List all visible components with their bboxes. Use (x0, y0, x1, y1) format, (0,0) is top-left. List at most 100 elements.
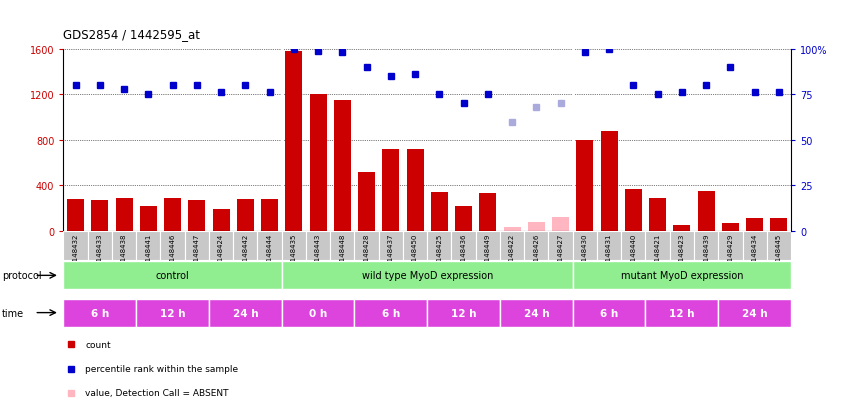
Bar (310, 95, 327, 231)
FancyBboxPatch shape (354, 299, 427, 327)
Bar (91, 201, 108, 231)
Bar (649, 198, 666, 231)
Bar (164, 198, 181, 231)
FancyBboxPatch shape (670, 231, 694, 260)
Text: value, Detection Call = ABSENT: value, Detection Call = ABSENT (85, 388, 228, 397)
Bar (601, 131, 618, 231)
FancyBboxPatch shape (282, 262, 573, 290)
Text: GSM148438: GSM148438 (121, 233, 127, 275)
Bar (382, 150, 399, 231)
Text: GSM148442: GSM148442 (242, 233, 249, 275)
FancyBboxPatch shape (427, 231, 452, 260)
Text: GSM148430: GSM148430 (582, 233, 588, 275)
FancyBboxPatch shape (548, 231, 573, 260)
FancyBboxPatch shape (403, 231, 427, 260)
FancyBboxPatch shape (718, 299, 791, 327)
Text: GSM148445: GSM148445 (776, 233, 782, 275)
Text: GSM148437: GSM148437 (387, 233, 394, 275)
Text: GSM148428: GSM148428 (364, 233, 370, 275)
Bar (116, 198, 133, 231)
FancyBboxPatch shape (330, 231, 354, 260)
Text: GSM148429: GSM148429 (728, 233, 733, 275)
Text: 0 h: 0 h (309, 308, 327, 318)
Bar (212, 210, 229, 231)
FancyBboxPatch shape (452, 231, 475, 260)
FancyBboxPatch shape (161, 231, 184, 260)
Text: 12 h: 12 h (451, 308, 476, 318)
Text: 6 h: 6 h (91, 308, 109, 318)
FancyBboxPatch shape (306, 231, 330, 260)
Bar (431, 192, 448, 231)
FancyBboxPatch shape (136, 231, 161, 260)
FancyBboxPatch shape (136, 299, 209, 327)
Text: 12 h: 12 h (669, 308, 695, 318)
Bar (576, 140, 593, 231)
FancyBboxPatch shape (282, 299, 354, 327)
FancyBboxPatch shape (500, 231, 525, 260)
Text: GSM148426: GSM148426 (533, 233, 540, 275)
Text: GSM148447: GSM148447 (194, 233, 200, 275)
FancyBboxPatch shape (63, 299, 136, 327)
Bar (746, 219, 763, 231)
FancyBboxPatch shape (63, 262, 282, 290)
FancyBboxPatch shape (88, 231, 112, 260)
FancyBboxPatch shape (233, 231, 257, 260)
Bar (625, 189, 642, 231)
Bar (261, 199, 278, 231)
Text: GSM148440: GSM148440 (630, 233, 636, 275)
Text: GSM148450: GSM148450 (412, 233, 418, 275)
Text: GSM148423: GSM148423 (678, 233, 685, 275)
Text: protocol: protocol (2, 271, 41, 281)
FancyBboxPatch shape (209, 231, 233, 260)
Text: 12 h: 12 h (160, 308, 185, 318)
Text: GSM148422: GSM148422 (509, 233, 515, 275)
FancyBboxPatch shape (282, 231, 306, 260)
Bar (237, 199, 254, 231)
FancyBboxPatch shape (257, 231, 282, 260)
FancyBboxPatch shape (718, 231, 743, 260)
FancyBboxPatch shape (766, 231, 791, 260)
Bar (771, 219, 788, 231)
Text: percentile rank within the sample: percentile rank within the sample (85, 364, 239, 373)
Text: GSM148425: GSM148425 (437, 233, 442, 275)
FancyBboxPatch shape (597, 231, 621, 260)
FancyBboxPatch shape (694, 231, 718, 260)
FancyBboxPatch shape (645, 231, 670, 260)
FancyBboxPatch shape (621, 231, 645, 260)
Bar (67, 199, 84, 231)
Text: GSM148446: GSM148446 (169, 233, 176, 275)
FancyBboxPatch shape (379, 231, 403, 260)
Text: GSM148432: GSM148432 (73, 233, 79, 275)
Bar (285, 52, 302, 231)
Text: GSM148424: GSM148424 (218, 233, 224, 275)
Text: GSM148448: GSM148448 (339, 233, 345, 275)
FancyBboxPatch shape (209, 299, 282, 327)
Bar (503, 228, 520, 231)
Text: GSM148436: GSM148436 (460, 233, 467, 275)
Bar (528, 222, 545, 231)
Bar (673, 225, 690, 231)
FancyBboxPatch shape (475, 231, 500, 260)
Bar (334, 101, 351, 231)
Text: control: control (156, 271, 190, 281)
Text: wild type MyoD expression: wild type MyoD expression (361, 271, 493, 281)
Bar (455, 206, 472, 231)
Bar (358, 172, 375, 231)
Bar (140, 206, 157, 231)
FancyBboxPatch shape (573, 231, 597, 260)
Bar (480, 194, 497, 231)
Bar (407, 150, 424, 231)
FancyBboxPatch shape (525, 231, 548, 260)
Bar (189, 201, 206, 231)
FancyBboxPatch shape (573, 262, 791, 290)
Text: 6 h: 6 h (600, 308, 618, 318)
FancyBboxPatch shape (743, 231, 766, 260)
Text: time: time (2, 308, 24, 318)
Text: 24 h: 24 h (742, 308, 767, 318)
FancyBboxPatch shape (112, 231, 136, 260)
Text: GSM148443: GSM148443 (315, 233, 321, 275)
FancyBboxPatch shape (573, 299, 645, 327)
Text: 6 h: 6 h (382, 308, 400, 318)
FancyBboxPatch shape (645, 299, 718, 327)
Text: GSM148449: GSM148449 (485, 233, 491, 275)
